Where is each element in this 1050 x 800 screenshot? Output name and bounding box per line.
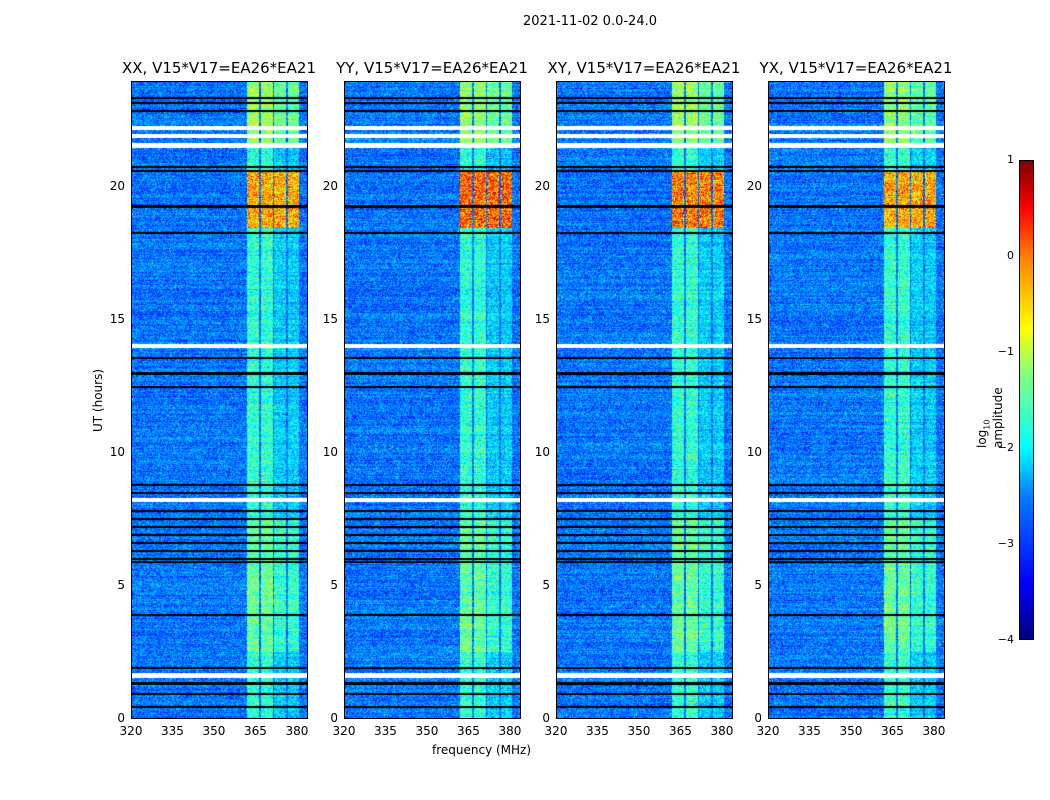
y-tick-label: 10	[534, 445, 550, 460]
y-axis-label: UT (hours)	[91, 368, 105, 432]
y-tick-label: 5	[117, 578, 125, 593]
y-tick-label: 0	[330, 711, 338, 725]
y-tick-label: 20	[534, 179, 550, 194]
waterfall-panel-2	[556, 81, 733, 719]
colorbar-label: log10 amplitude	[975, 387, 1006, 448]
y-tick-label: 15	[534, 312, 550, 327]
x-tick-label: 320	[332, 724, 356, 738]
colorbar-tick-label: −1	[997, 345, 1014, 358]
y-tick-label: 5	[542, 578, 550, 593]
waterfall-panel-1	[344, 81, 521, 719]
panel-title: YY, V15*V17=EA26*EA21	[336, 59, 528, 77]
x-tick-label: 380	[285, 724, 309, 738]
x-tick-label: 350	[415, 724, 439, 738]
x-tick-label: 365	[669, 724, 692, 738]
panel-title: XX, V15*V17=EA26*EA21	[121, 59, 316, 77]
x-tick-label: 350	[839, 724, 863, 738]
x-tick-label: 380	[498, 724, 522, 738]
x-tick-label: 335	[586, 724, 609, 738]
colorbar-tick-label: 0	[1007, 249, 1014, 262]
x-axis-label: frequency (MHz)	[432, 743, 532, 757]
x-tick-label: 335	[798, 724, 821, 738]
colorbar-tick-label: −2	[997, 441, 1014, 454]
y-tick-label: 20	[322, 179, 338, 194]
panel-title: XY, V15*V17=EA26*EA21	[547, 59, 741, 77]
colorbar-tick-label: −4	[997, 633, 1014, 646]
y-tick-label: 0	[117, 711, 125, 725]
y-tick-label: 15	[746, 312, 762, 327]
y-tick-label: 0	[754, 711, 762, 725]
heatmap-image	[345, 82, 520, 718]
x-tick-label: 350	[627, 724, 651, 738]
x-tick-label: 320	[544, 724, 568, 738]
heatmap-image	[557, 82, 732, 718]
x-tick-label: 320	[119, 724, 143, 738]
x-tick-label: 320	[756, 724, 780, 738]
colorbar-tick-label: −3	[997, 537, 1014, 550]
x-tick-label: 365	[244, 724, 267, 738]
y-tick-label: 0	[542, 711, 550, 725]
y-tick-label: 20	[746, 179, 762, 194]
x-tick-label: 380	[710, 724, 734, 738]
y-tick-label: 10	[322, 445, 338, 460]
panel-title: YX, V15*V17=EA26*EA21	[759, 59, 953, 77]
x-tick-label: 335	[374, 724, 397, 738]
y-tick-label: 5	[330, 578, 338, 593]
colorbar-tick-label: 1	[1007, 153, 1014, 166]
figure-title: 2021-11-02 0.0-24.0	[523, 14, 657, 29]
y-tick-label: 5	[754, 578, 762, 593]
x-tick-label: 335	[161, 724, 184, 738]
x-tick-label: 380	[922, 724, 946, 738]
heatmap-image	[132, 82, 307, 718]
waterfall-panel-0	[131, 81, 308, 719]
waterfall-panel-3	[768, 81, 945, 719]
heatmap-image	[769, 82, 944, 718]
x-tick-label: 350	[202, 724, 226, 738]
y-tick-label: 10	[746, 445, 762, 460]
colorbar	[1019, 160, 1034, 640]
x-tick-label: 365	[457, 724, 480, 738]
x-tick-label: 365	[881, 724, 904, 738]
y-tick-label: 20	[109, 179, 125, 194]
y-tick-label: 10	[109, 445, 125, 460]
y-tick-label: 15	[109, 312, 125, 327]
y-tick-label: 15	[322, 312, 338, 327]
